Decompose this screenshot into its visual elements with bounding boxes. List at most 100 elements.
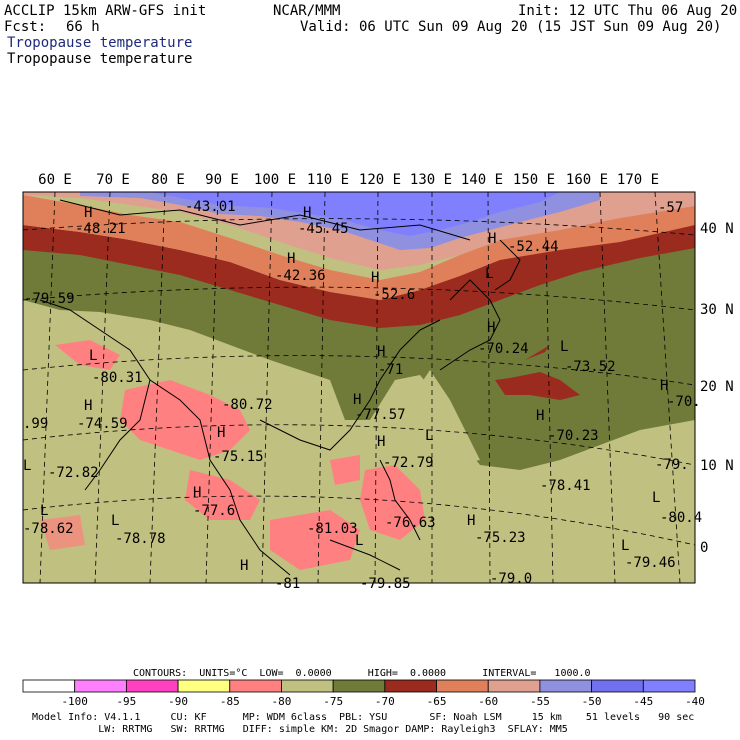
field-value-label: -78.78	[115, 531, 166, 547]
field-value-label: -71	[378, 362, 403, 378]
high-marker: H	[536, 408, 544, 424]
field-value-label: -79.59	[24, 291, 75, 307]
lon-label: 110 E	[306, 172, 350, 188]
high-marker: H	[467, 513, 475, 529]
colorbar-tick-label: -80	[271, 695, 292, 708]
center-label: NCAR/MMM	[273, 3, 341, 19]
colorbar-tick-label: -90	[168, 695, 188, 708]
field-value-label: -70.23	[548, 428, 599, 444]
lon-label: 100 E	[253, 172, 297, 188]
field-value-label: -45.45	[298, 221, 349, 237]
lat-label: 40 N	[700, 221, 734, 237]
colorbar-tick-label: -50	[581, 695, 602, 708]
colorbar-swatch	[177, 679, 231, 693]
field-value-label: -75.15	[213, 449, 264, 465]
lat-label: 20 N	[700, 379, 734, 395]
field-subtitle-2: Tropopause temperature	[7, 51, 193, 67]
high-marker: H	[660, 378, 668, 394]
colorbar	[22, 679, 696, 693]
field-band-olive	[23, 230, 695, 470]
init-time: Init: 12 UTC Thu 06 Aug 20	[518, 3, 738, 19]
field-value-label: -52.6	[373, 287, 415, 303]
colorbar-swatch	[229, 679, 282, 693]
low-marker: L	[485, 266, 493, 282]
high-marker: H	[371, 270, 379, 286]
field-value-label: -75.23	[475, 530, 526, 546]
coastlines	[39, 199, 521, 576]
high-marker: H	[217, 425, 225, 441]
colorbar-tick-label: -70	[374, 695, 395, 708]
field-value-label: -79.0	[490, 571, 532, 587]
low-marker: L	[40, 503, 48, 519]
colorbar-swatch	[642, 679, 696, 693]
field-value-label: -78.62	[23, 521, 74, 537]
lon-label: 120 E	[358, 172, 402, 188]
low-marker: L	[355, 533, 363, 549]
field-value-label: -79.46	[625, 555, 676, 571]
colorbar-tick-label: -60	[478, 695, 499, 708]
fcst-value: 66 h	[66, 19, 100, 35]
field-subtitle-1: Tropopause temperature	[7, 35, 193, 51]
field-value-label: -81.03	[307, 521, 358, 537]
colorbar-tick-label: -95	[116, 695, 137, 708]
field-value-label: -79.	[655, 457, 689, 473]
low-marker: L	[425, 428, 433, 444]
colorbar-tick-label: -55	[529, 695, 550, 708]
field-value-label: -57	[658, 200, 683, 216]
cold-patch	[360, 465, 425, 540]
field-value-label: -48.21	[75, 221, 126, 237]
field-value-label: -74.59	[77, 416, 128, 432]
colorbar-swatch	[436, 679, 489, 693]
colorbar-swatch	[281, 679, 334, 693]
field-value-label: -78.41	[540, 478, 591, 494]
field-value-label: -73.52	[565, 359, 616, 375]
cold-patch	[185, 470, 260, 520]
colorbar-swatch	[22, 679, 76, 693]
field-value-label: -79.85	[360, 576, 411, 592]
field-value-label: -77.6	[193, 503, 235, 519]
high-marker: H	[353, 392, 361, 408]
fcst-label: Fcst:	[4, 19, 47, 35]
cold-patch	[330, 455, 360, 485]
colorbar-tick-label: -100	[61, 695, 88, 708]
colorbar-swatch	[332, 679, 386, 693]
high-marker: H	[287, 251, 295, 267]
field-value-label: -70.24	[478, 341, 529, 357]
field-value-label: .99	[23, 416, 48, 432]
field-value-label: -72.82	[48, 465, 99, 481]
low-marker: L	[23, 458, 31, 474]
low-marker: L	[111, 513, 119, 529]
cold-patch	[270, 510, 360, 570]
field-value-label: -80.72	[222, 397, 273, 413]
field-value-label: -76.63	[385, 515, 436, 531]
colorbar-swatch	[591, 679, 644, 693]
cold-patch	[40, 515, 85, 550]
high-marker: H	[84, 205, 92, 221]
valid-time: Valid: 06 UTC Sun 09 Aug 20 (15 JST Sun …	[300, 19, 722, 35]
field-value-label: -80.31	[92, 370, 143, 386]
contours-info: CONTOURS: UNITS=°C LOW= 0.0000 HIGH= 0.0…	[133, 668, 591, 679]
field-value-label: -81	[275, 576, 300, 592]
lon-label: 140 E	[460, 172, 504, 188]
value-labels: -43.01 -45.45 -48.21 -52.44 -57 -42.36 -52.6 -7…	[23, 199, 702, 592]
lon-label: 70 E	[96, 172, 130, 188]
field-band-orange	[23, 195, 695, 300]
field-value-label: -72.79	[383, 455, 434, 471]
extrema-labels: H H H H H H H H H H H H H H H H L L L L L L L L L L	[23, 205, 668, 574]
colorbar-swatch	[125, 679, 179, 693]
lat-label: 30 N	[700, 302, 734, 318]
colorbar-swatch	[74, 679, 127, 693]
high-marker: H	[488, 231, 496, 247]
high-marker: H	[240, 558, 248, 574]
model-title: ACCLIP 15km ARW-GFS init	[4, 3, 207, 19]
high-marker: H	[193, 485, 201, 501]
field-value-label: -80.4	[660, 510, 702, 526]
field-value-label: -70.	[667, 394, 701, 410]
model-info-line-1: Model Info: V4.1.1 CU: KF MP: WDM 6class…	[32, 712, 695, 723]
warm-patch	[495, 372, 580, 400]
low-marker: L	[652, 490, 660, 506]
high-marker: H	[377, 434, 385, 450]
model-info-line-2: LW: RRTMG SW: RRTMG DIFF: simple KM: 2D …	[32, 724, 568, 735]
field-value-label: -77.57	[355, 407, 406, 423]
